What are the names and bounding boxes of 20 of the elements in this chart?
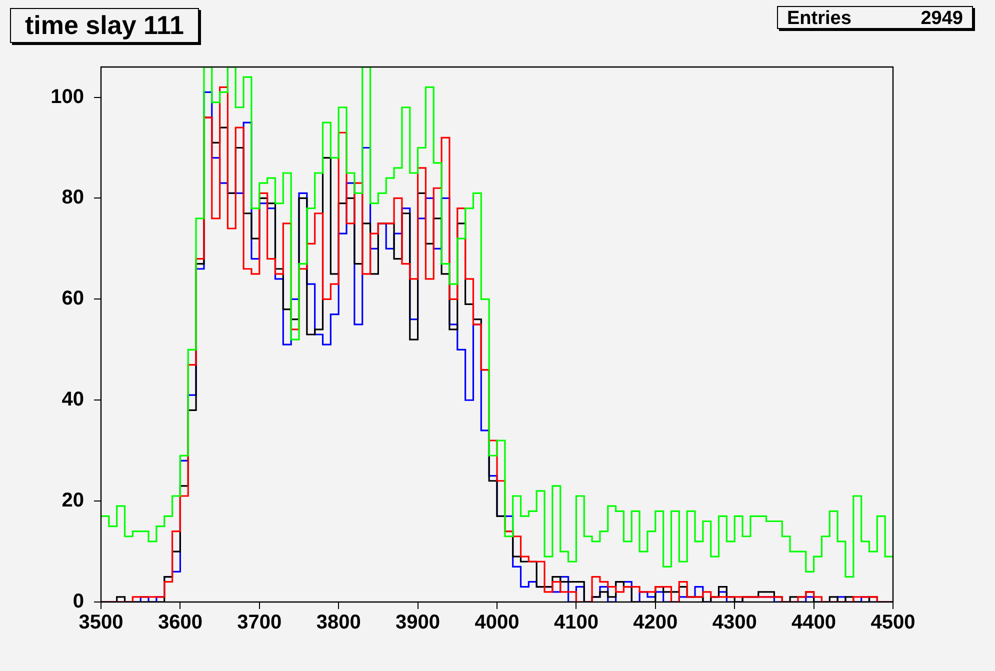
y-tick-label: 20 [62,490,84,512]
x-tick-label: 4500 [870,612,916,634]
x-tick-label: 3700 [237,612,282,634]
text: Entries [787,7,852,29]
y-tick-label: 60 [62,288,84,310]
x-tick-label: 4100 [554,612,598,634]
chart-title: time slay 111 [10,8,200,43]
x-tick-label: 4300 [712,612,757,634]
x-tick-label: 4000 [474,612,520,634]
y-tick-label: 80 [62,186,84,209]
x-tick-label: 3600 [158,612,202,634]
text: 2949 [920,7,963,29]
y-tick-label: 100 [50,86,84,108]
y-tick-label: 0 [72,590,84,613]
x-tick-label: 3500 [78,612,124,634]
x-tick-label: 3900 [396,612,440,634]
y-tick-label: 40 [62,388,84,411]
x-tick-label: 4400 [792,612,836,634]
x-tick-label: 4200 [633,612,678,634]
x-tick-label: 3800 [316,612,361,634]
